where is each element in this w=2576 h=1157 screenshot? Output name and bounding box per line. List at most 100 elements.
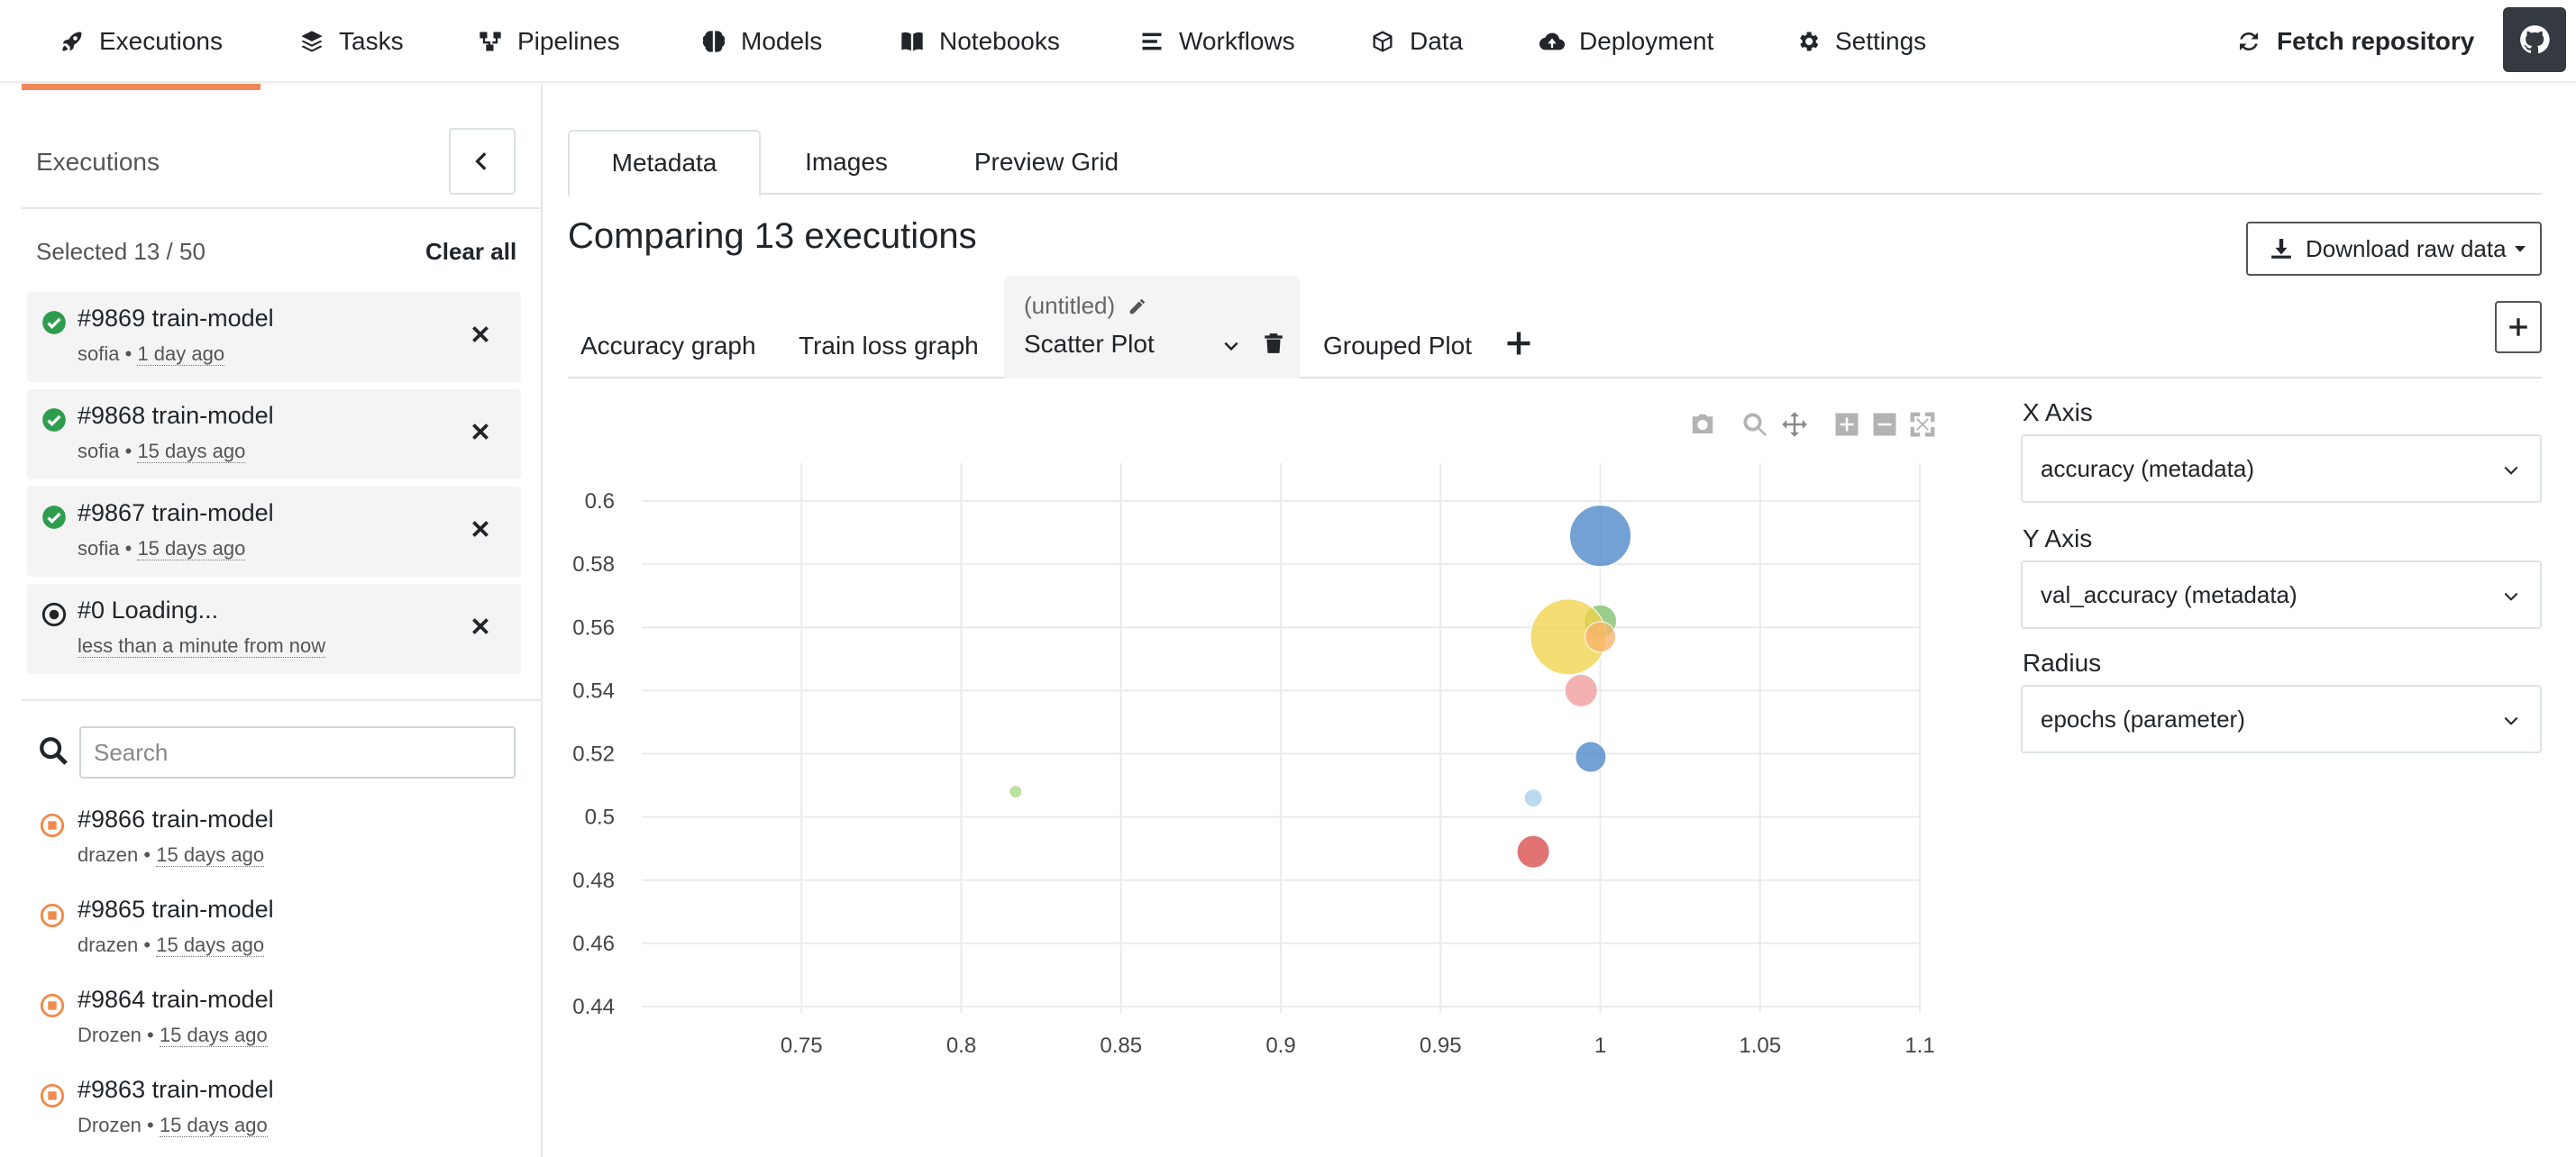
top-navigation: Executions Tasks Pipelines Models Notebo… — [0, 0, 2576, 90]
plot-tab-train-loss[interactable]: Train loss graph — [799, 332, 979, 360]
chevron-down-icon — [2504, 592, 2518, 601]
nav-label: Tasks — [339, 27, 404, 55]
scatter-point[interactable] — [1564, 673, 1598, 707]
nav-label: Settings — [1835, 27, 1927, 55]
selected-execution-card[interactable]: #9867 train-model sofia • 15 days ago — [27, 487, 521, 577]
search-input[interactable] — [79, 726, 516, 779]
chart-modebar — [1741, 409, 1768, 440]
download-label: Download raw data — [2306, 234, 2507, 262]
sidebar-title: Executions — [36, 148, 160, 176]
divider — [22, 207, 543, 209]
remove-icon[interactable] — [469, 323, 492, 346]
scatter-chart: 0.75 0.8 0.85 0.9 0.95 1 1.05 1.1 0.44 0.46 0.48 0.… — [572, 463, 1935, 1058]
execution-list-item[interactable]: #9865 train-model drazen • 15 days ago — [27, 894, 521, 975]
y-tick-label: 0.56 — [572, 615, 615, 640]
y-axis-label: Y Axis — [2023, 524, 2093, 552]
nav-label: Executions — [99, 27, 223, 55]
github-button[interactable] — [2503, 7, 2566, 72]
nav-models[interactable]: Models — [701, 0, 822, 83]
tab-images[interactable]: Images — [805, 148, 888, 176]
zoom-icon[interactable] — [1741, 411, 1768, 438]
y-tick-label: 0.54 — [572, 679, 615, 703]
tab-metadata[interactable]: Metadata — [568, 130, 761, 196]
y-axis-select[interactable]: val_accuracy (metadata) — [2021, 560, 2542, 629]
refresh-icon — [2240, 32, 2258, 50]
chart-modebar — [1909, 409, 1936, 440]
nav-label: Notebooks — [939, 27, 1060, 55]
scatter-point[interactable] — [1569, 505, 1631, 568]
y-tick-label: 0.5 — [585, 806, 615, 830]
executions-sidebar: Executions Selected 13 / 50 Clear all #9… — [0, 85, 543, 1157]
y-tick-label: 0.6 — [585, 489, 615, 514]
plus-icon[interactable] — [1505, 330, 1532, 357]
selected-execution-card[interactable]: #0 Loading... less than a minute from no… — [27, 584, 521, 674]
nav-executions[interactable]: Executions — [22, 0, 260, 90]
execution-title: #9863 train-model — [78, 1076, 274, 1103]
pan-icon[interactable] — [1781, 411, 1808, 438]
execution-meta: drazen • 15 days ago — [78, 843, 265, 867]
nav-label: Models — [741, 27, 823, 55]
chart-modebar — [1871, 409, 1898, 440]
plot-name-label: (untitled) — [1024, 292, 1116, 319]
plus-icon — [2509, 318, 2527, 336]
nav-workflows[interactable]: Workflows — [1139, 0, 1295, 83]
remove-icon[interactable] — [469, 420, 492, 443]
selected-execution-card[interactable]: #9868 train-model sofia • 15 days ago — [27, 389, 521, 479]
chart-modebar — [1833, 409, 1860, 440]
execution-list-item[interactable]: #9866 train-model drazen • 15 days ago — [27, 804, 521, 885]
brain-icon — [702, 31, 726, 52]
scatter-point[interactable] — [1523, 788, 1543, 808]
clear-all-button[interactable]: Clear all — [425, 238, 517, 265]
check-circle-icon — [42, 408, 66, 432]
radius-label: Radius — [2023, 649, 2102, 677]
gear-icon — [1800, 32, 1819, 51]
plot-type-select[interactable]: Scatter Plot — [1024, 330, 1155, 358]
tab-preview-grid[interactable]: Preview Grid — [973, 148, 1119, 176]
execution-meta: sofia • 15 days ago — [78, 537, 246, 560]
search-icon — [40, 737, 68, 765]
plot-tab-accuracy[interactable]: Accuracy graph — [580, 332, 756, 360]
execution-list-item[interactable]: #9864 train-model Drozen • 15 days ago — [27, 984, 521, 1065]
stopped-icon — [40, 1083, 65, 1108]
add-plot-button[interactable] — [2495, 301, 2542, 353]
execution-list-item[interactable]: #9863 train-model Drozen • 15 days ago — [27, 1074, 521, 1155]
chevron-down-icon[interactable] — [1222, 337, 1240, 355]
chevron-down-icon — [2504, 466, 2518, 475]
zoom-in-icon[interactable] — [1833, 411, 1860, 438]
grid — [642, 463, 1921, 1013]
x-axis-select[interactable]: accuracy (metadata) — [2021, 434, 2542, 503]
layers-icon — [301, 31, 323, 52]
fetch-repository-button[interactable]: Fetch repository — [2235, 0, 2474, 83]
collapse-sidebar-button[interactable] — [449, 128, 516, 195]
radius-select[interactable]: epochs (parameter) — [2021, 685, 2542, 753]
plot-tab-grouped[interactable]: Grouped Plot — [1323, 332, 1472, 360]
nav-deployment[interactable]: Deployment — [1539, 0, 1713, 83]
plot-tab-active[interactable]: (untitled) Scatter Plot — [1004, 276, 1300, 378]
plot-name[interactable]: (untitled) — [1024, 292, 1147, 320]
nav-settings[interactable]: Settings — [1795, 0, 1926, 83]
nav-label: Workflows — [1179, 27, 1295, 55]
nav-tasks[interactable]: Tasks — [299, 0, 404, 83]
scatter-point[interactable] — [1516, 834, 1550, 869]
remove-icon[interactable] — [469, 517, 492, 541]
nav-pipelines[interactable]: Pipelines — [478, 0, 620, 83]
autoscale-icon[interactable] — [1909, 411, 1936, 438]
remove-icon[interactable] — [469, 615, 492, 638]
nav-notebooks[interactable]: Notebooks — [900, 0, 1060, 83]
scatter-point[interactable] — [1009, 785, 1023, 799]
pencil-icon[interactable] — [1128, 296, 1147, 316]
chevron-down-icon — [2504, 716, 2518, 725]
chart-modebar — [1689, 409, 1716, 440]
chart-points — [1009, 505, 1631, 869]
selected-execution-card[interactable]: #9869 train-model sofia • 1 day ago — [27, 292, 521, 382]
nav-data[interactable]: Data — [1370, 0, 1463, 83]
x-tick-label: 1 — [1594, 1034, 1606, 1058]
cube-icon — [1373, 31, 1393, 52]
x-tick-label: 0.85 — [1100, 1034, 1142, 1058]
zoom-out-icon[interactable] — [1871, 411, 1898, 438]
scatter-point[interactable] — [1575, 741, 1607, 773]
download-raw-data-button[interactable]: Download raw data — [2246, 222, 2542, 276]
scatter-point[interactable] — [1585, 621, 1616, 653]
camera-icon[interactable] — [1689, 411, 1716, 438]
trash-icon[interactable] — [1262, 330, 1285, 357]
